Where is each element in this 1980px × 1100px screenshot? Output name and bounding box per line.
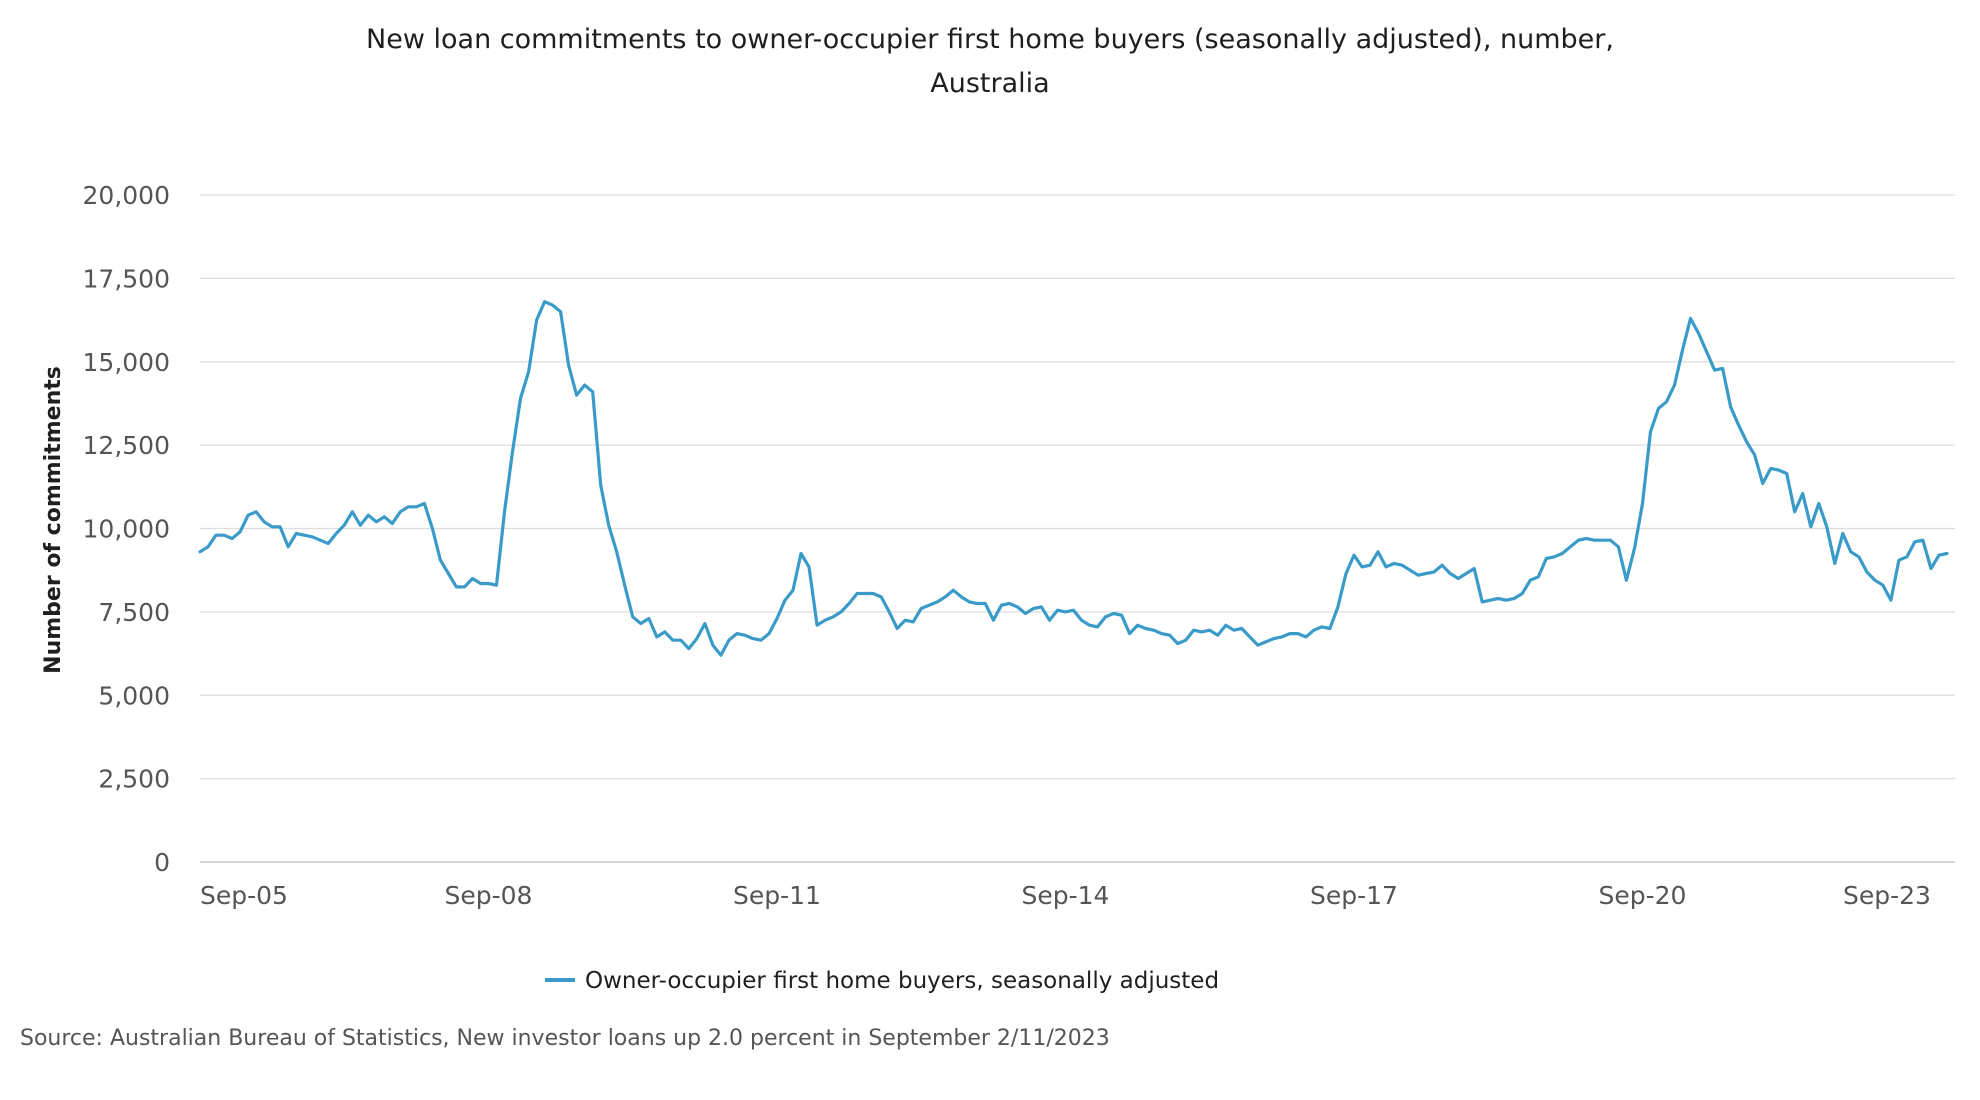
x-tick-label: Sep-05 (200, 881, 288, 910)
y-tick-label: 5,000 (98, 681, 170, 710)
x-tick-label: Sep-14 (1022, 881, 1110, 910)
y-tick-label: 20,000 (83, 181, 170, 210)
gridlines (200, 194, 1955, 780)
y-tick-label: 12,500 (83, 431, 170, 460)
legend-label: Owner-occupier first home buyers, season… (585, 968, 1219, 994)
x-axis-ticks: Sep-05 Sep-08 Sep-11 Sep-14 Sep-17 Sep-20 Sep-… (200, 881, 1931, 910)
source-note: Source: Australian Bureau of Statistics,… (20, 1026, 1110, 1051)
chart-title-line-2: Australia (930, 68, 1050, 99)
x-tick-label: Sep-08 (445, 881, 533, 910)
y-tick-label: 15,000 (83, 348, 170, 377)
x-tick-label: Sep-20 (1598, 881, 1686, 910)
x-tick-label: Sep-17 (1310, 881, 1398, 910)
y-tick-label: 7,500 (98, 598, 170, 627)
y-tick-label: 17,500 (83, 264, 170, 293)
y-axis-ticks: 0 2,500 5,000 7,500 10,000 12,500 15,000 17,500… (83, 181, 170, 877)
x-tick-label: Sep-23 (1843, 881, 1931, 910)
y-tick-label: 10,000 (83, 515, 170, 544)
series-group (198, 300, 1949, 657)
legend: Owner-occupier first home buyers, season… (545, 968, 1219, 994)
series-line (198, 300, 1949, 657)
x-tick-label: Sep-11 (733, 881, 821, 910)
y-tick-label: 2,500 (98, 765, 170, 794)
chart-title-line-1: New loan commitments to owner-occupier f… (366, 24, 1614, 55)
y-axis-label: Number of commitments (41, 366, 66, 674)
y-tick-label: 0 (154, 848, 170, 877)
